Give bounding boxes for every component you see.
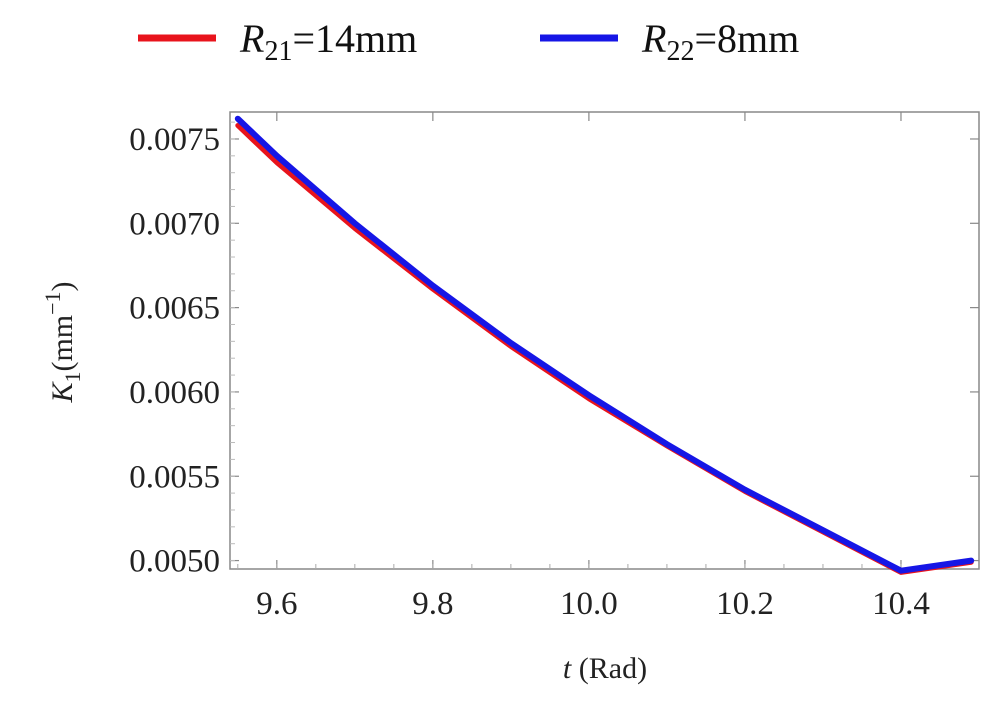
series-line-1	[235, 123, 974, 575]
series-line-2	[234, 115, 975, 574]
x-tick-label: 9.6	[256, 586, 297, 622]
legend: R21=14mm R22=8mm	[138, 16, 799, 67]
x-tick-label: 10.0	[560, 586, 618, 622]
y-axis-label: K1(mm−1)	[40, 281, 85, 403]
y-tick-label: 0.0075	[129, 122, 220, 158]
y-tick-label: 0.0070	[129, 206, 220, 242]
y-tick-label: 0.0060	[129, 375, 220, 411]
series-layer	[234, 115, 975, 575]
y-tick-label: 0.0055	[129, 459, 220, 495]
plot-area	[229, 111, 980, 570]
y-tick-label: 0.0050	[129, 544, 220, 580]
legend-label-series-2: R22=8mm	[641, 16, 799, 67]
y-axis: 0.0050 0.0055 0.0060 0.0065 0.0070 0.0075	[129, 121, 979, 580]
x-tick-label: 10.2	[716, 586, 774, 622]
x-tick-label: 10.4	[872, 586, 930, 622]
y-tick-label: 0.0065	[129, 291, 220, 327]
x-tick-label: 9.8	[412, 586, 453, 622]
x-axis-label: t (Rad)	[563, 652, 647, 685]
x-axis: 9.6 9.8 10.0 10.2 10.4	[237, 112, 941, 622]
legend-label-series-1: R21=14mm	[239, 16, 417, 67]
